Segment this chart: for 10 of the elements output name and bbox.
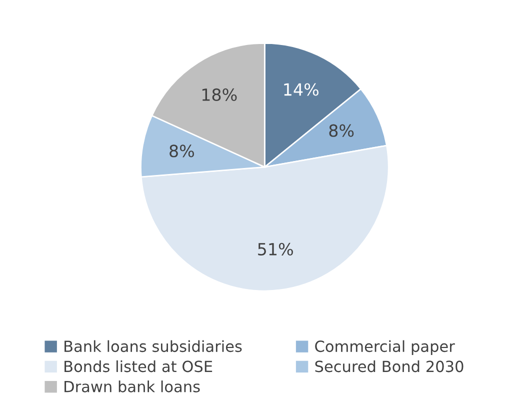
legend-label: Bank loans subsidiaries bbox=[64, 340, 242, 352]
legend-label: Bonds listed at OSE bbox=[64, 360, 212, 372]
data-label: 14% bbox=[284, 83, 318, 96]
data-label: 51% bbox=[258, 242, 293, 256]
legend-label: Drawn bank loans bbox=[64, 380, 200, 392]
data-label: 8% bbox=[170, 144, 194, 158]
legend-label: Secured Bond 2030 bbox=[315, 360, 464, 372]
data-label: 8% bbox=[329, 124, 354, 137]
data-label: 18% bbox=[202, 88, 237, 102]
legend-label: Commercial paper bbox=[315, 340, 455, 356]
